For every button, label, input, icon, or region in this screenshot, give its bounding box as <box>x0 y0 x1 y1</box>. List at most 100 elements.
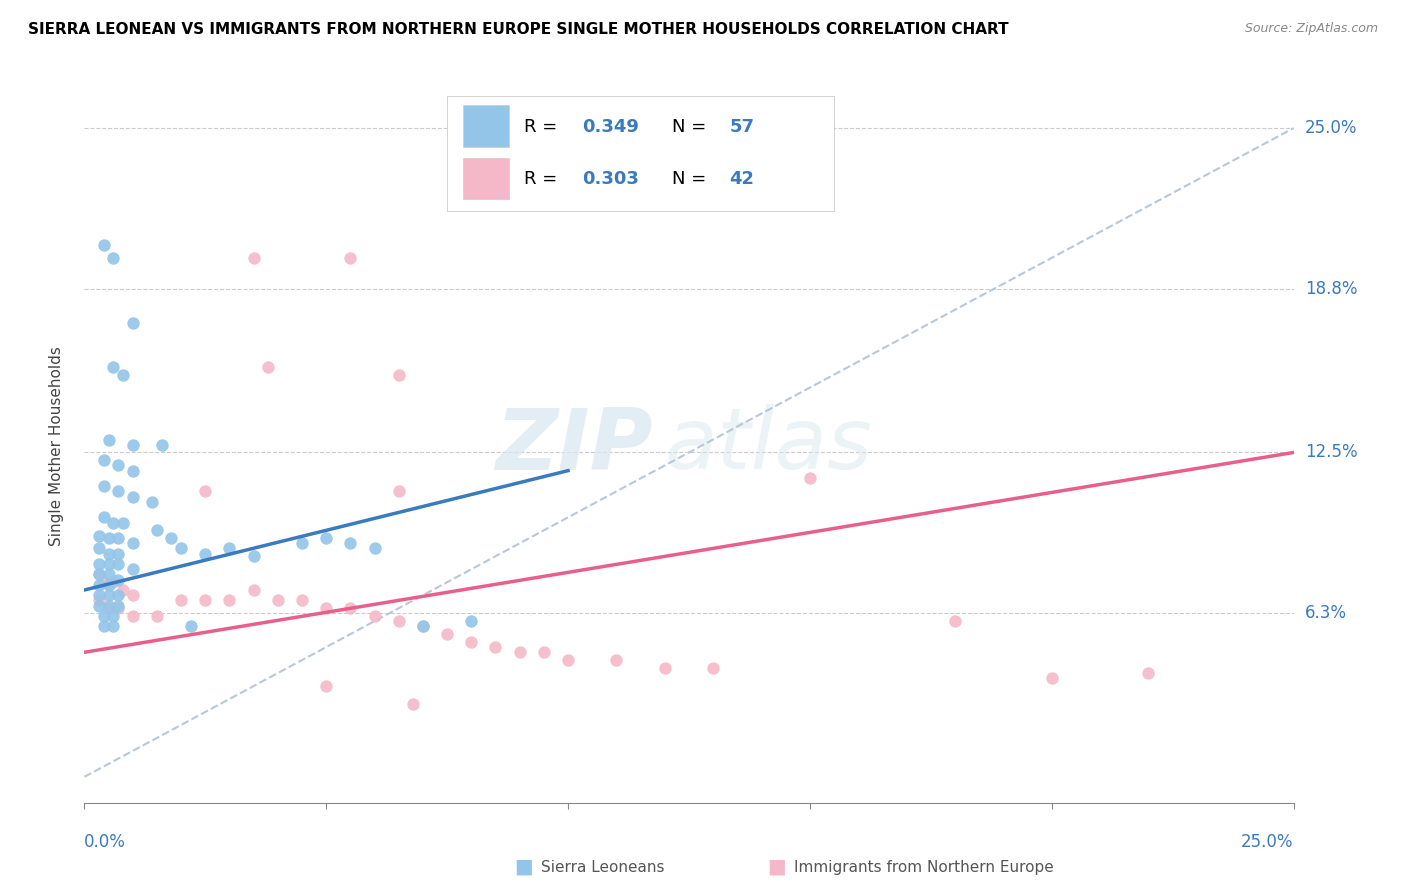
Point <box>93 609 115 624</box>
Point <box>412 619 434 633</box>
Point <box>160 531 183 545</box>
Point <box>315 531 337 545</box>
Point <box>121 464 143 478</box>
Text: 12.5%: 12.5% <box>1305 443 1357 461</box>
Point <box>146 609 169 624</box>
Point <box>484 640 506 654</box>
Point <box>388 484 411 499</box>
Point <box>97 599 120 613</box>
Point <box>180 619 202 633</box>
Point <box>388 368 411 382</box>
Point <box>605 653 627 667</box>
Point <box>363 609 385 624</box>
Point <box>291 536 314 550</box>
Point <box>121 609 143 624</box>
Point <box>257 359 280 374</box>
Point <box>315 601 337 615</box>
Text: 0.0%: 0.0% <box>84 833 127 851</box>
Point <box>509 645 531 659</box>
Point <box>93 238 115 252</box>
Point <box>557 653 579 667</box>
Point <box>412 619 434 633</box>
Point <box>87 567 110 582</box>
Point <box>87 528 110 542</box>
Text: Sierra Leoneans: Sierra Leoneans <box>541 860 665 874</box>
Point <box>339 251 361 265</box>
Text: ZIP: ZIP <box>495 404 652 488</box>
Point <box>194 484 217 499</box>
Point <box>141 495 163 509</box>
Point <box>170 541 193 556</box>
Point <box>267 593 290 607</box>
Text: ▪: ▪ <box>513 853 534 881</box>
Point <box>702 661 724 675</box>
Point <box>103 359 125 374</box>
Point <box>97 531 120 545</box>
Point <box>121 316 143 330</box>
Point <box>97 557 120 571</box>
Text: atlas: atlas <box>665 404 873 488</box>
Point <box>654 661 676 675</box>
Point <box>112 368 135 382</box>
Point <box>170 593 193 607</box>
Point <box>93 575 115 590</box>
Point <box>533 645 555 659</box>
Point <box>97 547 120 561</box>
Point <box>121 588 143 602</box>
Point <box>87 599 110 613</box>
Point <box>436 627 458 641</box>
Point <box>291 593 314 607</box>
Point <box>103 251 125 265</box>
Point <box>87 578 110 592</box>
Point <box>87 567 110 582</box>
Text: 6.3%: 6.3% <box>1305 605 1347 623</box>
Point <box>799 471 821 485</box>
Point <box>112 516 135 530</box>
Point <box>218 541 240 556</box>
Text: ▪: ▪ <box>766 853 787 881</box>
Point <box>121 536 143 550</box>
Point <box>339 536 361 550</box>
Point <box>87 588 110 602</box>
Point <box>107 601 129 615</box>
Point <box>121 490 143 504</box>
Point <box>103 619 125 633</box>
Text: SIERRA LEONEAN VS IMMIGRANTS FROM NORTHERN EUROPE SINGLE MOTHER HOUSEHOLDS CORRE: SIERRA LEONEAN VS IMMIGRANTS FROM NORTHE… <box>28 22 1008 37</box>
Point <box>97 433 120 447</box>
Point <box>107 588 129 602</box>
Point <box>87 541 110 556</box>
Point <box>87 557 110 571</box>
Point <box>363 541 385 556</box>
Point <box>242 251 264 265</box>
Point <box>103 516 125 530</box>
Point <box>93 510 115 524</box>
Point <box>97 567 120 582</box>
Point <box>107 557 129 571</box>
Point <box>388 614 411 628</box>
Point <box>107 599 129 613</box>
Text: 25.0%: 25.0% <box>1241 833 1294 851</box>
Text: Immigrants from Northern Europe: Immigrants from Northern Europe <box>794 860 1054 874</box>
Point <box>315 679 337 693</box>
Point <box>87 593 110 607</box>
Point <box>97 588 120 602</box>
Point <box>107 573 129 587</box>
Point <box>107 484 129 499</box>
Point <box>103 609 125 624</box>
Point <box>107 531 129 545</box>
Text: 25.0%: 25.0% <box>1305 120 1357 137</box>
Point <box>107 458 129 473</box>
Text: Source: ZipAtlas.com: Source: ZipAtlas.com <box>1244 22 1378 36</box>
Point <box>242 582 264 597</box>
Point <box>460 635 482 649</box>
Text: 18.8%: 18.8% <box>1305 280 1357 298</box>
Point <box>218 593 240 607</box>
Point <box>402 697 425 711</box>
Point <box>93 619 115 633</box>
Point <box>242 549 264 564</box>
Point <box>107 547 129 561</box>
Point <box>103 575 125 590</box>
Point <box>1137 666 1160 681</box>
Point <box>112 582 135 597</box>
Point <box>194 547 217 561</box>
